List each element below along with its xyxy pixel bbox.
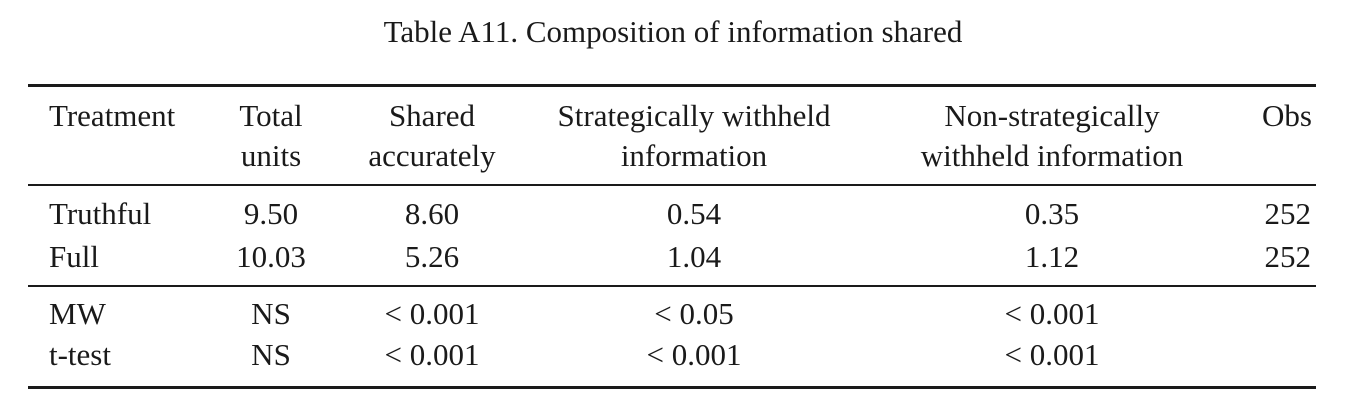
cell-shared-accurately: 5.26 — [404, 239, 460, 274]
cell-strategically-withheld: 1.04 — [666, 239, 722, 274]
table-bottom-rule — [28, 386, 1316, 389]
cell-shared-accurately: < 0.001 — [384, 296, 480, 331]
cell-treatment: Truthful — [49, 196, 152, 231]
cell-non-strategically-withheld: < 0.001 — [1004, 296, 1100, 331]
header-non-strategically-withheld: Non-strategically withheld information — [921, 96, 1184, 176]
cell-obs: 252 — [1264, 239, 1312, 274]
table-mid-rule — [28, 285, 1316, 287]
header-strategically-withheld-line1: Strategically withheld — [557, 98, 831, 133]
header-shared-accurately-line1: Shared — [388, 98, 476, 133]
cell-strategically-withheld: < 0.001 — [646, 337, 742, 372]
cell-total-units: NS — [251, 337, 291, 372]
cell-strategically-withheld: 0.54 — [666, 196, 722, 231]
header-total-units: Total units — [239, 96, 302, 176]
cell-shared-accurately: 8.60 — [404, 196, 460, 231]
cell-non-strategically-withheld: 1.12 — [1024, 239, 1080, 274]
header-total-units-line1: Total — [239, 98, 303, 133]
table-header-rule — [28, 184, 1316, 186]
header-strategically-withheld: Strategically withheld information — [558, 96, 831, 176]
header-shared-accurately: Shared accurately — [368, 96, 495, 176]
header-obs-line1: Obs — [1262, 98, 1312, 133]
header-treatment: Treatment — [49, 96, 175, 136]
cell-treatment: Full — [49, 239, 99, 274]
cell-non-strategically-withheld: < 0.001 — [1004, 337, 1100, 372]
header-non-strategically-withheld-line1: Non-strategically — [944, 98, 1160, 133]
cell-test-name: MW — [49, 296, 106, 331]
cell-test-name: t-test — [49, 337, 111, 372]
header-obs: Obs — [1262, 96, 1312, 136]
cell-total-units: 10.03 — [236, 239, 306, 274]
header-strategically-withheld-line2: information — [620, 138, 768, 173]
table-top-rule — [28, 84, 1316, 87]
cell-strategically-withheld: < 0.05 — [654, 296, 734, 331]
cell-total-units: NS — [251, 296, 291, 331]
header-treatment-line1: Treatment — [49, 98, 176, 133]
cell-shared-accurately: < 0.001 — [384, 337, 480, 372]
cell-obs: 252 — [1264, 196, 1312, 231]
table-caption: Table A11. Composition of information sh… — [383, 14, 963, 49]
cell-non-strategically-withheld: 0.35 — [1024, 196, 1080, 231]
cell-total-units: 9.50 — [243, 196, 299, 231]
header-shared-accurately-line2: accurately — [368, 138, 496, 173]
header-total-units-line2: units — [240, 138, 302, 173]
header-non-strategically-withheld-line2: withheld information — [920, 138, 1184, 173]
